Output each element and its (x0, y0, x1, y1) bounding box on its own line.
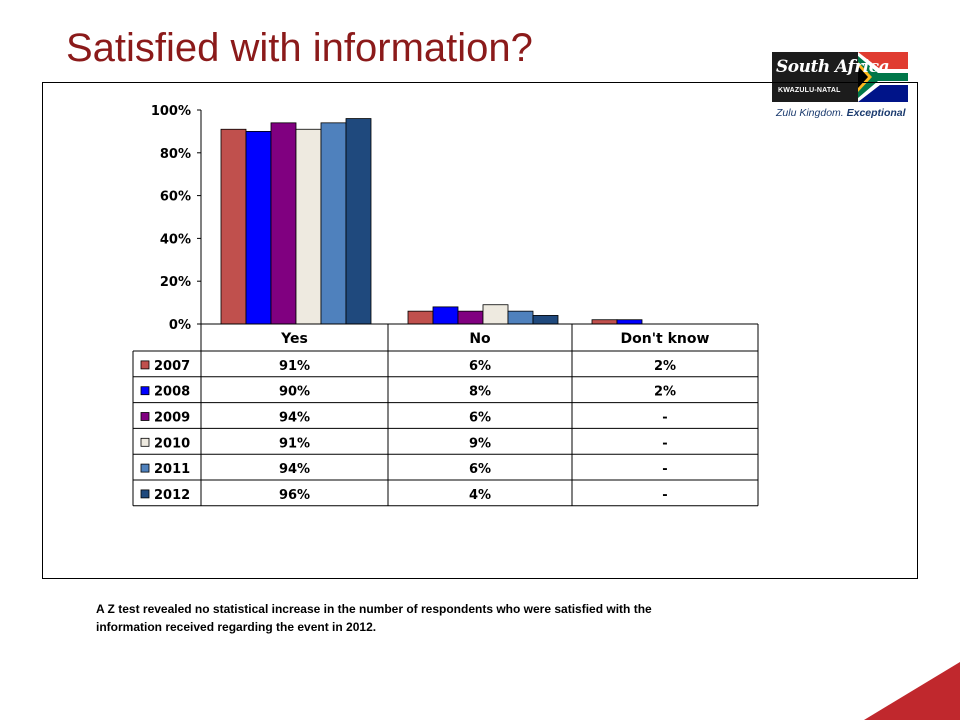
bar-2010-0 (295, 128, 322, 325)
y-tick-label: 60% (160, 190, 191, 205)
legend-swatch-2011 (140, 463, 150, 473)
bar-2007-2 (591, 319, 618, 325)
bar-2010-1 (482, 304, 509, 325)
south-africa-logo: South Africa KWAZULU-NATAL Zulu Kingdom.… (770, 50, 910, 122)
y-tick-label: 100% (151, 104, 191, 119)
y-tick-label: 80% (160, 147, 191, 162)
data-label-2007-2: 2% (654, 359, 676, 374)
legend-swatch-2010 (140, 437, 150, 447)
data-label-2011-1: 6% (469, 462, 491, 477)
bar-2007-0 (220, 128, 247, 325)
data-label-2009-0: 94% (279, 411, 310, 426)
logo-tagline: Zulu Kingdom. Exceptional (776, 107, 906, 119)
legend-label-2007: 2007 (154, 359, 190, 374)
bar-2009-1 (457, 310, 484, 325)
bar-2012-0 (345, 118, 372, 325)
data-label-2010-0: 91% (279, 436, 310, 451)
data-label-2009-1: 6% (469, 411, 491, 426)
legend-swatch-2007 (140, 360, 150, 370)
bar-2008-1 (432, 306, 459, 325)
bar-2008-0 (245, 131, 272, 325)
category-label: Don't know (621, 331, 710, 347)
chart-frame: 0% 20% 40% 60% 80% 100% Yes No Don't know 2007 91%… (42, 82, 918, 579)
slide-title: Satisfied with information? (66, 26, 533, 70)
bar-2011-1 (507, 310, 534, 325)
y-tick-label: 20% (160, 275, 191, 290)
bar-2012-1 (532, 315, 559, 325)
data-label-2011-0: 94% (279, 462, 310, 477)
logo-name: South Africa (776, 57, 890, 77)
data-label-2012-0: 96% (279, 488, 310, 503)
data-label-2007-0: 91% (279, 359, 310, 374)
y-tick-label: 40% (160, 232, 191, 247)
data-label-2010-2: - (662, 436, 667, 451)
category-label: No (469, 331, 491, 347)
legend-label-2011: 2011 (154, 462, 190, 477)
bar-2009-0 (270, 122, 297, 325)
data-label-2008-1: 8% (469, 385, 491, 400)
logo-region: KWAZULU-NATAL (778, 87, 841, 94)
y-tick-label: 0% (169, 318, 191, 333)
data-label-2008-2: 2% (654, 385, 676, 400)
data-label-2007-1: 6% (469, 359, 491, 374)
data-label-2008-0: 90% (279, 385, 310, 400)
legend-label-2009: 2009 (154, 411, 190, 426)
legend-swatch-2008 (140, 386, 150, 396)
data-label-2009-2: - (662, 411, 667, 426)
category-label: Yes (280, 331, 308, 347)
legend-label-2010: 2010 (154, 436, 190, 451)
bar-2011-0 (320, 122, 347, 325)
data-label-2011-2: - (662, 462, 667, 477)
legend-label-2012: 2012 (154, 488, 190, 503)
data-label-2012-1: 4% (469, 488, 491, 503)
corner-decoration (864, 662, 960, 720)
legend-label-2008: 2008 (154, 385, 190, 400)
data-label-2010-1: 9% (469, 436, 491, 451)
data-label-2012-2: - (662, 488, 667, 503)
footnote: A Z test revealed no statistical increas… (96, 602, 652, 634)
bar-chart: 0% 20% 40% 60% 80% 100% Yes No Don't know 2007 91%… (132, 104, 759, 507)
legend-swatch-2012 (140, 489, 150, 499)
legend-swatch-2009 (140, 412, 150, 421)
bar-2008-2 (616, 319, 643, 325)
bar-2007-1 (407, 310, 434, 325)
